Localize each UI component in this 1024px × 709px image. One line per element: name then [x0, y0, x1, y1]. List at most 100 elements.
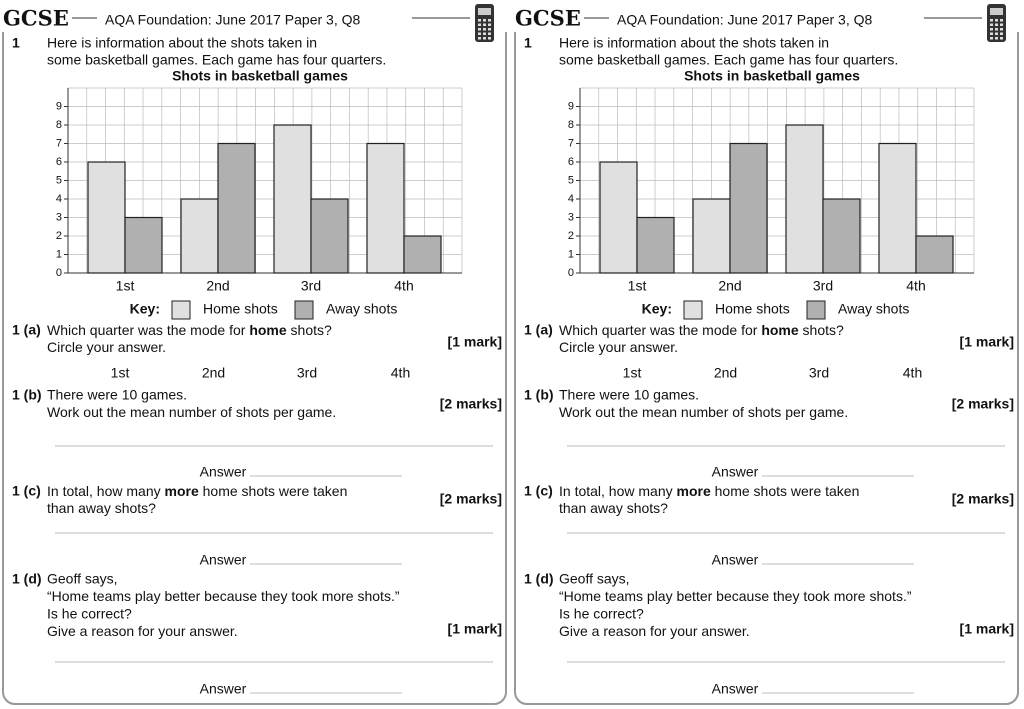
- legend-swatch: [171, 300, 191, 320]
- answer-label: Answer: [712, 464, 759, 480]
- bar: [366, 142, 405, 274]
- x-tick-label: 1st: [116, 278, 135, 294]
- y-tick-label: 6: [56, 156, 62, 168]
- x-tick-label: 4th: [906, 278, 925, 294]
- legend-swatch: [683, 300, 703, 320]
- legend-label: Away shots: [326, 301, 397, 317]
- calculator-key: [478, 19, 481, 22]
- calculator-key: [995, 32, 998, 35]
- question-text: some basketball games. Each game has fou…: [559, 52, 898, 68]
- part-label: 1 (d): [524, 571, 554, 587]
- worksheet-panel: GCSE AQA Foundation: June 2017 Paper 3, Q…: [512, 2, 1020, 705]
- y-tick-label: 2: [56, 230, 62, 242]
- answer-option[interactable]: 3rd: [809, 365, 829, 381]
- bar: [180, 198, 219, 274]
- chart-title: Shots in basketball games: [684, 68, 860, 84]
- y-tick-label: 3: [568, 211, 574, 223]
- calculator-key: [488, 19, 491, 22]
- question-number: 1: [524, 35, 532, 51]
- answer-option[interactable]: 2nd: [714, 365, 737, 381]
- y-tick-label: 0: [568, 267, 574, 279]
- text-run: Which quarter was the mode for: [559, 322, 761, 338]
- answer-label: Answer: [712, 681, 759, 697]
- bar: [217, 142, 256, 274]
- y-tick-label: 5: [568, 174, 574, 186]
- bar: [692, 198, 731, 274]
- calculator-key: [995, 23, 998, 26]
- calculator-key: [488, 32, 491, 35]
- y-tick-label: 9: [56, 100, 62, 112]
- part-text: Circle your answer.: [47, 339, 166, 355]
- y-tick-label: 4: [56, 193, 62, 205]
- part-text: Geoff says,: [559, 571, 630, 587]
- calculator-screen: [990, 8, 1003, 15]
- x-tick-label: 3rd: [813, 278, 833, 294]
- question-text: some basketball games. Each game has fou…: [47, 52, 386, 68]
- marks: [2 marks]: [952, 396, 1014, 412]
- legend-swatch: [806, 300, 826, 320]
- text-run: Which quarter was the mode for: [47, 322, 249, 338]
- y-tick-label: 2: [568, 230, 574, 242]
- calculator-key: [1000, 37, 1003, 40]
- bold-run: home: [249, 322, 287, 338]
- bar: [403, 235, 442, 274]
- marks: [1 mark]: [448, 334, 502, 350]
- y-tick-label: 1: [56, 248, 62, 260]
- answer-label: Answer: [200, 681, 247, 697]
- legend-label: Home shots: [203, 301, 278, 317]
- calculator-key: [1000, 28, 1003, 31]
- part-text: than away shots?: [47, 500, 156, 516]
- bold-run: home: [761, 322, 799, 338]
- calculator-screen: [478, 8, 491, 15]
- bar: [636, 216, 675, 274]
- bar: [822, 198, 861, 274]
- marks: [1 mark]: [960, 334, 1014, 350]
- calculator-key: [990, 32, 993, 35]
- part-text: Is he correct?: [47, 606, 132, 622]
- calculator-key: [990, 37, 993, 40]
- calculator-key: [488, 37, 491, 40]
- marks: [2 marks]: [440, 396, 502, 412]
- answer-option[interactable]: 3rd: [297, 365, 317, 381]
- answer-option[interactable]: 4th: [903, 365, 922, 381]
- part-text: Work out the mean number of shots per ga…: [559, 404, 848, 420]
- calculator-key: [1000, 19, 1003, 22]
- calculator-key: [1000, 23, 1003, 26]
- part-text: Give a reason for your answer.: [47, 623, 238, 639]
- legend-title: Key:: [642, 301, 672, 317]
- part-text: There were 10 games.: [559, 387, 699, 403]
- y-tick-label: 7: [568, 137, 574, 149]
- text-run: home shots were taken: [711, 483, 860, 499]
- y-tick-label: 1: [568, 248, 574, 260]
- marks: [2 marks]: [952, 491, 1014, 507]
- y-tick-label: 5: [56, 174, 62, 186]
- part-text: Give a reason for your answer.: [559, 623, 750, 639]
- bar: [124, 216, 163, 274]
- y-tick-label: 9: [568, 100, 574, 112]
- bold-run: more: [677, 483, 711, 499]
- part-label: 1 (a): [524, 322, 553, 338]
- part-text: Work out the mean number of shots per ga…: [47, 404, 336, 420]
- part-text: In total, how many more home shots were …: [559, 483, 859, 499]
- bar: [87, 161, 126, 274]
- part-text: In total, how many more home shots were …: [47, 483, 347, 499]
- answer-option[interactable]: 2nd: [202, 365, 225, 381]
- part-text: There were 10 games.: [47, 387, 187, 403]
- bar: [599, 161, 638, 274]
- y-tick-label: 3: [56, 211, 62, 223]
- calculator-key: [483, 28, 486, 31]
- answer-option[interactable]: 1st: [623, 365, 642, 381]
- y-tick-label: 6: [568, 156, 574, 168]
- part-text: than away shots?: [559, 500, 668, 516]
- calculator-key: [1000, 32, 1003, 35]
- question-text: Here is information about the shots take…: [47, 35, 317, 51]
- bar: [878, 142, 917, 274]
- answer-option[interactable]: 1st: [111, 365, 130, 381]
- y-tick-label: 0: [56, 267, 62, 279]
- text-run: In total, how many: [559, 483, 677, 499]
- chart-title: Shots in basketball games: [172, 68, 348, 84]
- calculator-key: [995, 28, 998, 31]
- answer-option[interactable]: 4th: [391, 365, 410, 381]
- y-tick-label: 8: [568, 119, 574, 131]
- part-text: Which quarter was the mode for home shot…: [47, 322, 332, 338]
